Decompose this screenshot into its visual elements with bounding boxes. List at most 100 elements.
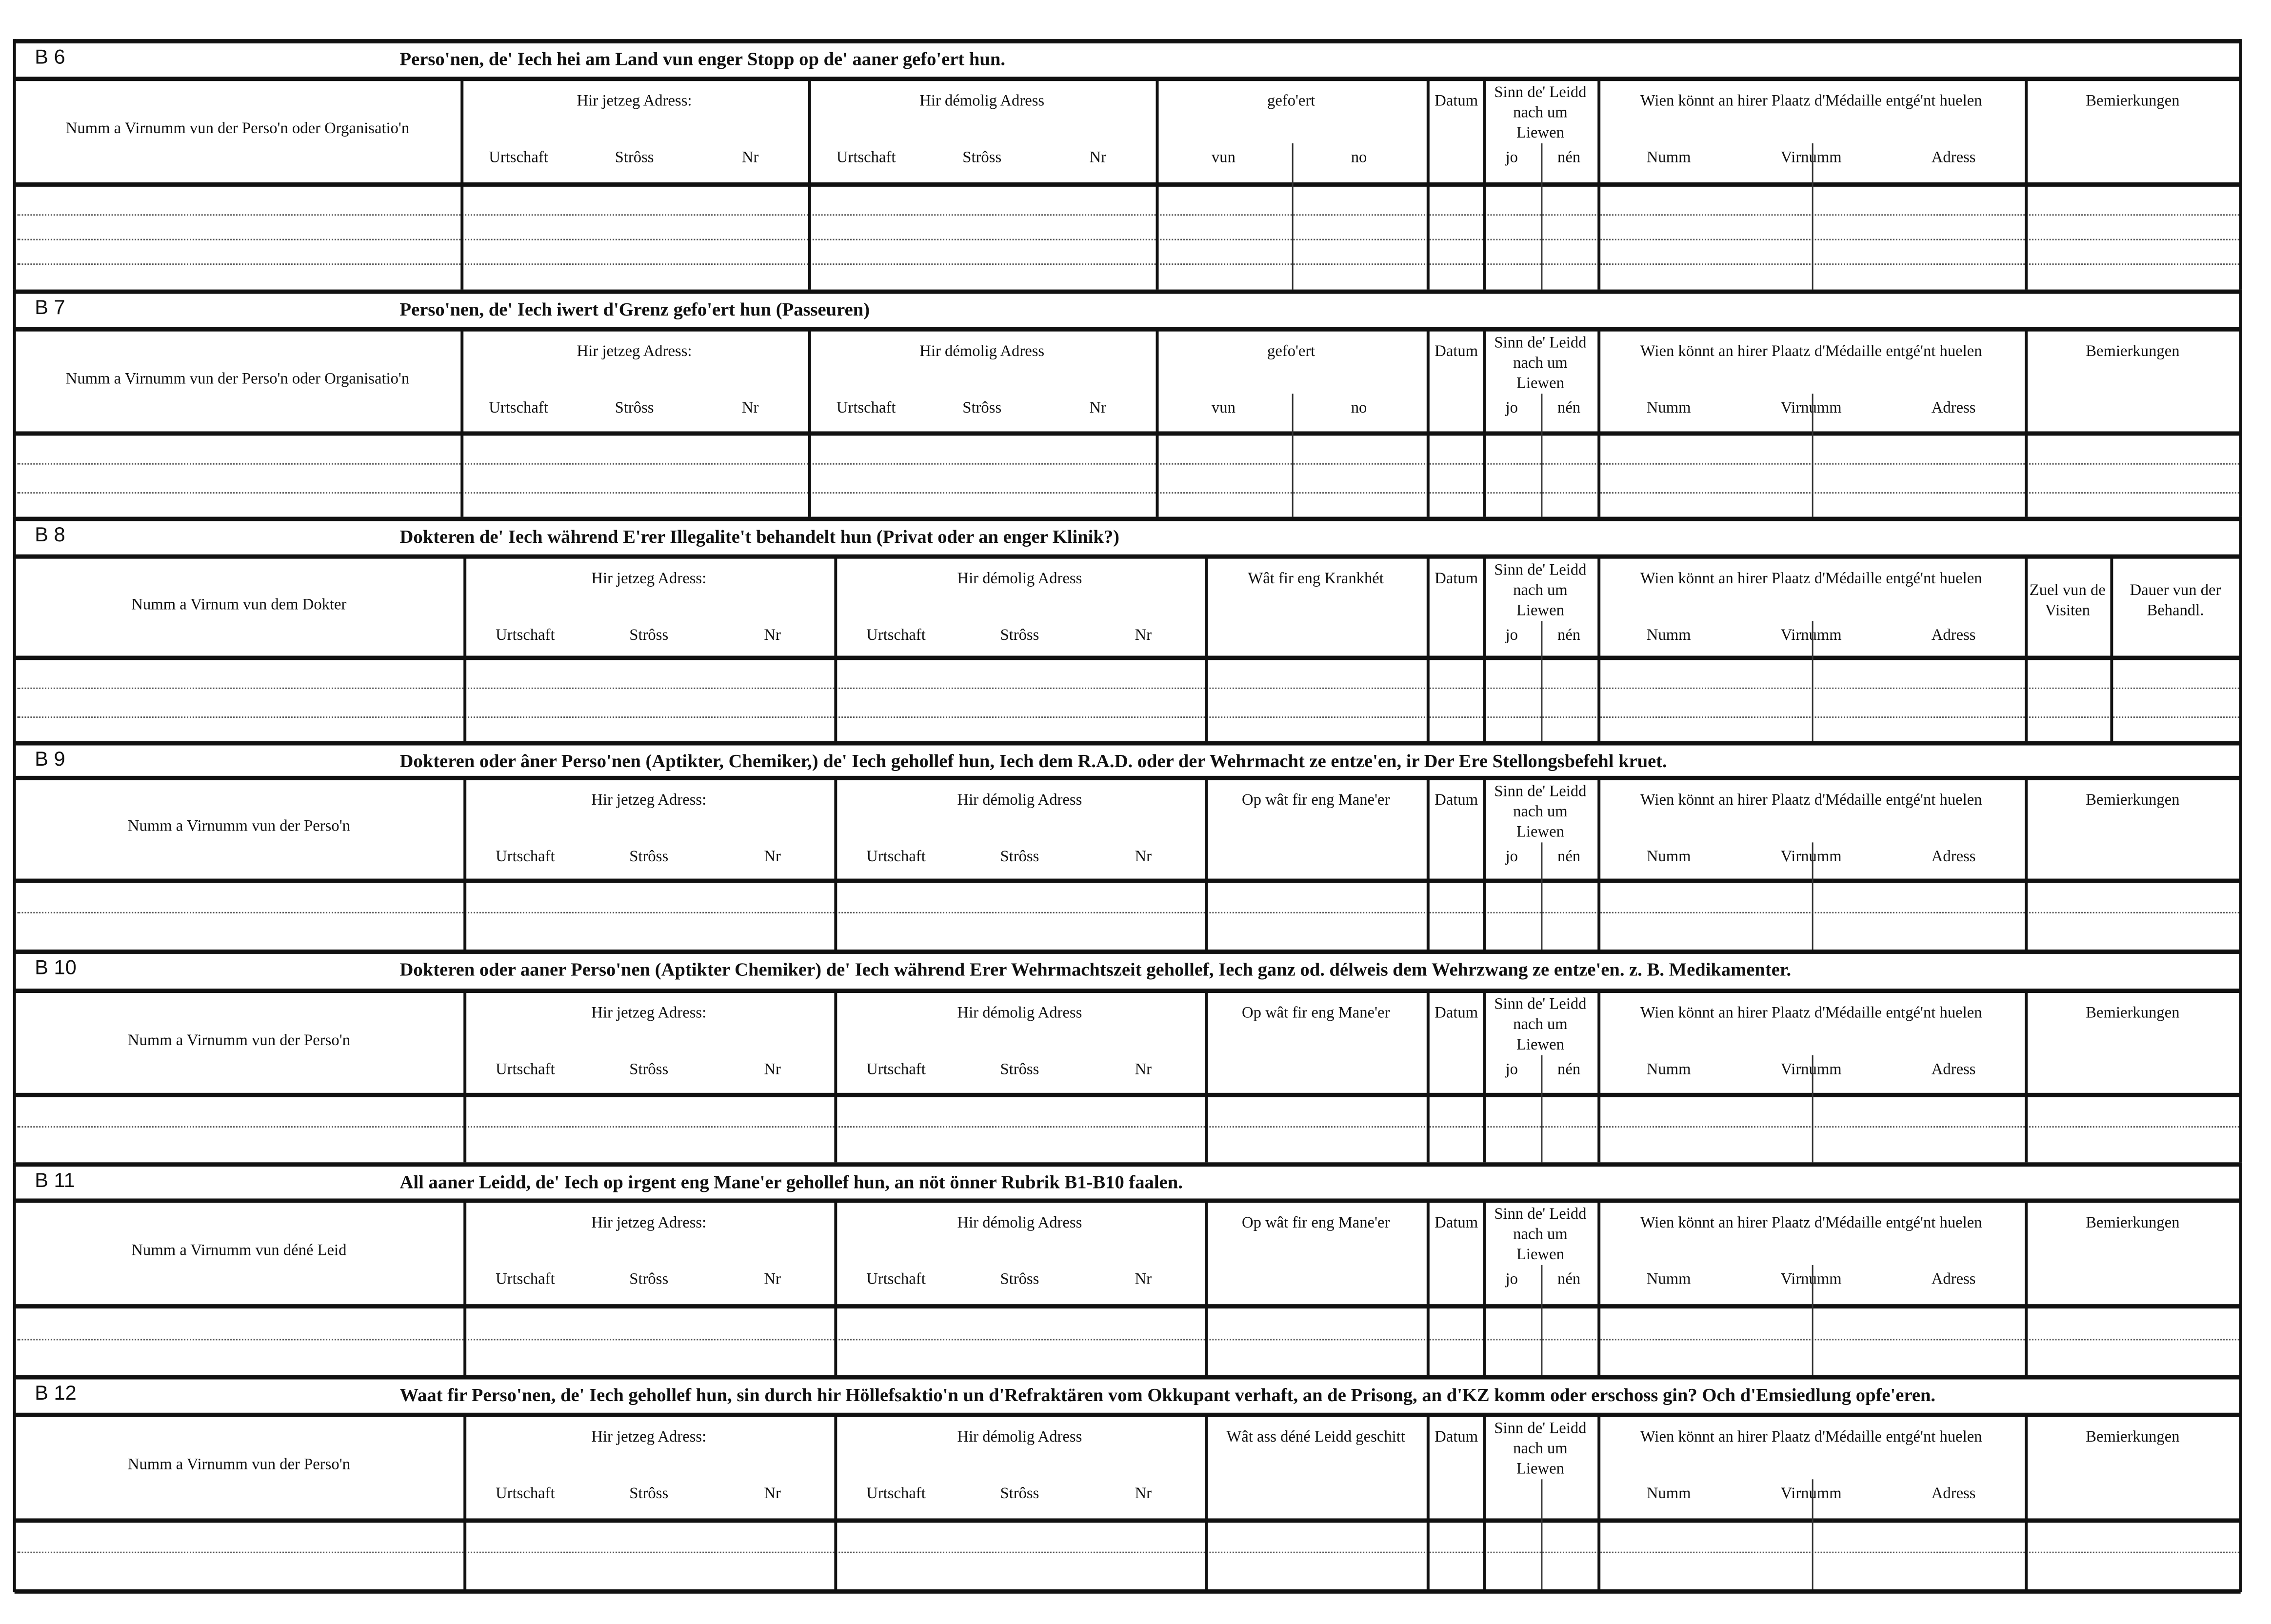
frame-left [13,1375,16,1592]
entry-line [17,1126,2239,1128]
column-subheader: Strôss [615,149,654,167]
column-divider [1426,557,1430,741]
subcolumn-divider [1811,1479,1813,1592]
column-subheader: Numm [1646,627,1691,644]
column-header: Numm a Virnumm vun der Perso'n [127,1031,350,1049]
column-divider [1155,79,1159,290]
column-divider [834,557,837,741]
column-header: Hir démolig Adress [957,570,1082,588]
column-subheader: Adress [1931,627,1976,644]
column-subheader: Numm [1646,399,1691,417]
entry-line [17,238,2239,240]
subcolumn-divider [1811,1265,1813,1375]
column-divider [1426,330,1430,517]
column-subheader: no [1351,399,1367,417]
entry-line [17,1551,2239,1553]
column-divider [2025,1415,2028,1592]
subcolumn-divider [1540,621,1542,741]
section-title: Waat fir Perso'nen, de' Iech gehollef hu… [399,1384,1936,1406]
column-subheader: nén [1557,1270,1581,1288]
column-header: Sinn de' Leidd nach um Liewen [1494,783,1587,841]
column-subheader: Virnumm [1740,1061,1882,1079]
column-subheader: Nr [1089,149,1107,167]
column-header: Hir jetzeg Adress: [591,1214,707,1232]
entry-line [17,911,2239,913]
column-divider [1597,1415,1601,1592]
frame-left [13,1162,16,1375]
frame-left [13,741,16,950]
column-subheader: Strôss [615,399,654,417]
column-subheader: Nr [764,848,781,866]
column-subheader: Virnumm [1740,1485,1882,1503]
header-bottom-rule [14,878,2241,883]
entry-line [17,214,2239,216]
column-subheader: jo [1505,399,1518,417]
column-subheader: jo [1505,848,1518,866]
column-header: Wien könnt an hirer Plaatz d'Médaille en… [1640,1428,1982,1446]
column-header: Hir démolig Adress [957,1214,1082,1232]
column-divider [834,1201,837,1375]
header-top-rule [14,327,2241,332]
column-divider [460,79,464,290]
section-title: Perso'nen, de' Iech iwert d'Grenz gefo'e… [399,298,870,320]
column-divider [2025,557,2028,741]
header-top-rule [14,989,2241,993]
section-title: Dokteren oder âner Perso'nen (Aptikter, … [399,750,1667,772]
column-subheader: Nr [741,399,759,417]
subcolumn-divider [1540,842,1542,950]
column-subheader: Urtschaft [496,848,555,866]
column-header: Bemierkungen [2086,1428,2180,1446]
column-subheader: Strôss [1000,1485,1039,1503]
section-code: B 8 [35,522,65,546]
column-divider [808,330,811,517]
column-divider [460,330,464,517]
column-header: Numm a Virnum vun dem Dokter [131,595,347,613]
column-subheader: jo [1505,627,1518,644]
header-bottom-rule [14,182,2241,187]
column-subheader: vun [1211,399,1235,417]
column-header: Sinn de' Leidd nach um Liewen [1494,334,1587,393]
column-subheader: Adress [1931,399,1976,417]
column-header: Numm a Virnumm vun déné Leid [131,1242,347,1260]
section-title: Perso'nen, de' Iech hei am Land vun enge… [399,47,1005,70]
column-header: Hir démolig Adress [919,343,1045,361]
column-subheader: Numm [1646,149,1691,167]
section-top-rule [14,516,2241,521]
column-divider [808,79,811,290]
header-top-rule [14,775,2241,780]
column-header: Datum [1434,1004,1478,1022]
header-bottom-rule [14,1304,2241,1309]
column-divider [1483,330,1486,517]
column-divider [463,991,467,1163]
section-code: B 10 [35,955,77,979]
column-header: gefo'ert [1267,343,1315,361]
column-subheader: jo [1505,1270,1518,1288]
column-subheader: no [1351,149,1367,167]
section-title: Dokteren de' Iech während E'rer Illegali… [399,525,1120,547]
frame-left [13,39,16,290]
column-subheader: Strôss [962,149,1002,167]
subcolumn-divider [1811,394,1813,517]
column-subheader: Urtschaft [496,1270,555,1288]
column-divider [463,557,467,741]
subcolumn-divider [1811,842,1813,950]
column-header: Op wât fir eng Mane'er [1241,1214,1390,1232]
column-header: Bemierkungen [2086,1214,2180,1232]
column-divider [1597,1201,1601,1375]
column-subheader: Numm [1646,848,1691,866]
column-header: Hir jetzeg Adress: [591,792,707,810]
section-top-rule [14,39,2241,44]
column-header: Wien könnt an hirer Plaatz d'Médaille en… [1640,343,1982,361]
column-header: Wien könnt an hirer Plaatz d'Médaille en… [1640,1214,1982,1232]
subcolumn-divider [1540,1479,1542,1592]
subcolumn-divider [1540,1055,1542,1163]
column-subheader: Urtschaft [866,1270,926,1288]
column-divider [2025,778,2028,950]
column-divider [1205,991,1208,1163]
column-header: Wien könnt an hirer Plaatz d'Médaille en… [1640,570,1982,588]
column-header: Hir jetzeg Adress: [577,343,692,361]
header-top-rule [14,1198,2241,1203]
column-subheader: Nr [764,1061,781,1079]
column-header: Hir démolig Adress [957,792,1082,810]
column-subheader: Virnumm [1740,399,1882,417]
